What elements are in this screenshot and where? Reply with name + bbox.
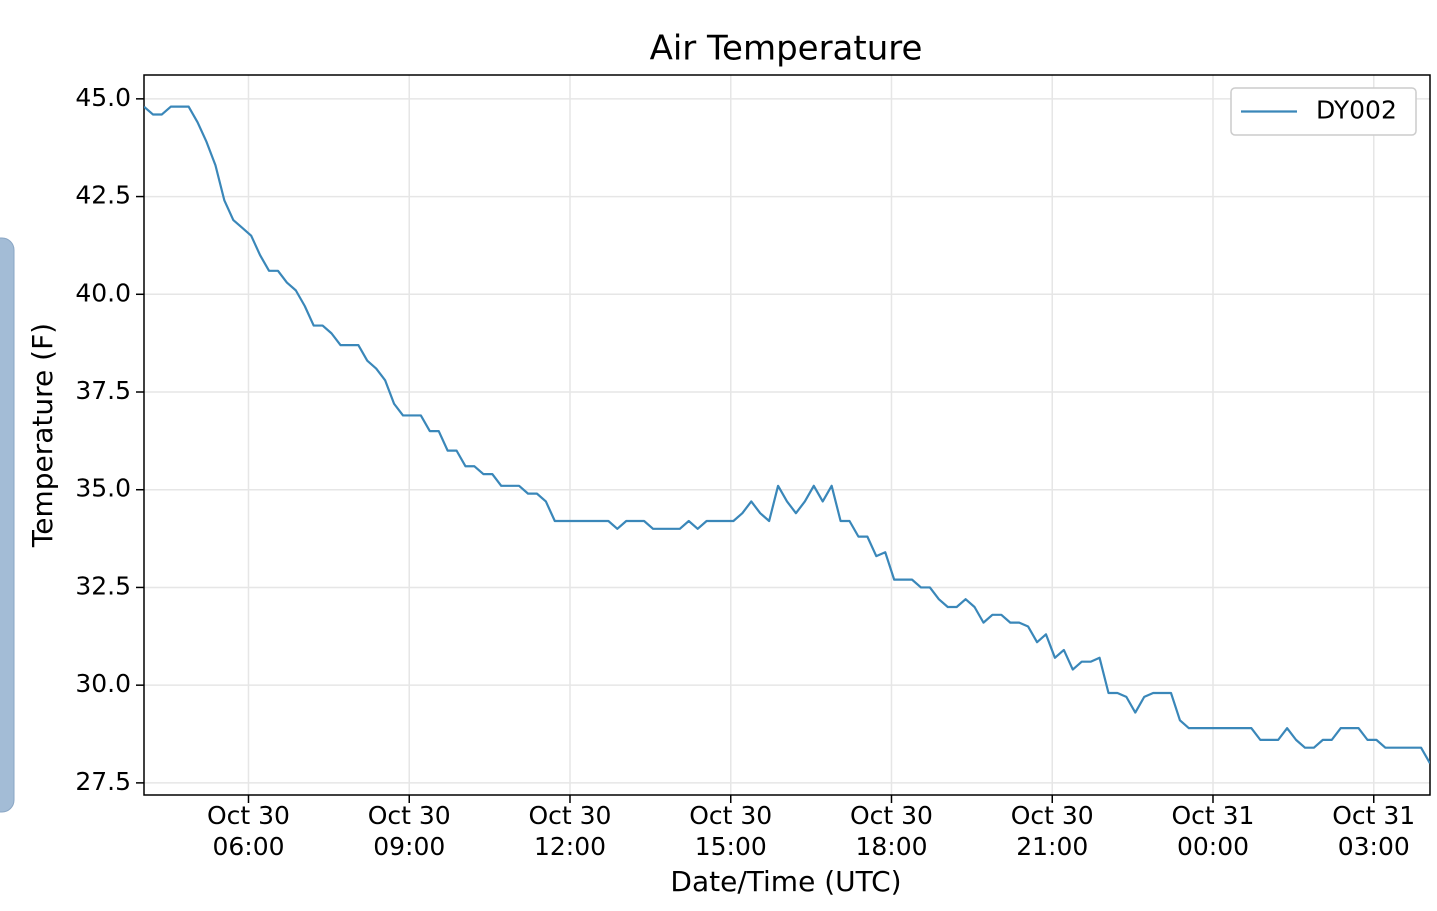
legend-label: DY002 (1316, 96, 1397, 125)
y-tick-label: 45.0 (75, 83, 131, 112)
y-axis-label: Temperature (F) (26, 323, 59, 548)
y-tick-label: 27.5 (75, 767, 131, 796)
y-tick-label: 30.0 (75, 669, 131, 698)
x-axis-label: Date/Time (UTC) (670, 865, 901, 898)
x-tick-label: 03:00 (1338, 832, 1410, 861)
x-tick-label: Oct 30 (528, 801, 611, 830)
x-tick-label: 18:00 (855, 832, 927, 861)
legend-box (1230, 87, 1417, 136)
x-tick-label: Oct 31 (1332, 801, 1415, 830)
y-tick-label: 40.0 (75, 278, 131, 307)
x-tick-label: 00:00 (1177, 832, 1249, 861)
x-tick-label: Oct 31 (1171, 801, 1254, 830)
y-tick-label: 35.0 (75, 474, 131, 503)
x-tick-label: 12:00 (534, 832, 606, 861)
y-tick-label: 42.5 (75, 181, 131, 210)
x-tick-label: Oct 30 (1011, 801, 1094, 830)
x-tick-label: Oct 30 (368, 801, 451, 830)
x-tick-label: 15:00 (695, 832, 767, 861)
x-tick-label: 21:00 (1016, 832, 1088, 861)
x-tick-label: Oct 30 (850, 801, 933, 830)
x-tick-label: Oct 30 (207, 801, 290, 830)
y-tick-label: 32.5 (75, 571, 131, 600)
x-tick-label: 06:00 (212, 832, 284, 861)
data-line (144, 105, 1430, 764)
x-tick-label: Oct 30 (689, 801, 772, 830)
x-tick-label: 09:00 (373, 832, 445, 861)
side-panel (0, 237, 15, 813)
chart-title: Air Temperature (650, 29, 923, 69)
plot-frame (143, 74, 1431, 796)
y-tick-label: 37.5 (75, 376, 131, 405)
